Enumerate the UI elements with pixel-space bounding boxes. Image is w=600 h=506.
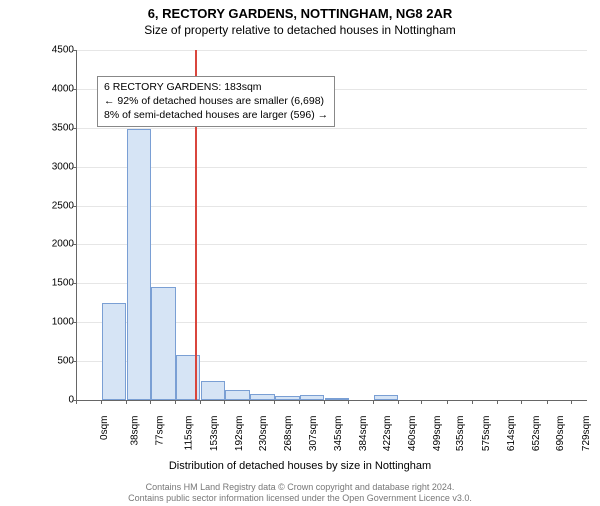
x-tick-mark <box>571 400 572 404</box>
grid-line <box>77 206 587 207</box>
x-tick-mark <box>76 400 77 404</box>
x-tick-mark <box>249 400 250 404</box>
y-tick-label: 500 <box>34 356 74 367</box>
x-tick-mark <box>324 400 325 404</box>
x-tick-mark <box>373 400 374 404</box>
x-tick-label: 38sqm <box>129 416 140 446</box>
x-tick-mark <box>497 400 498 404</box>
x-tick-mark <box>299 400 300 404</box>
x-tick-label: 268sqm <box>283 416 294 452</box>
x-tick-mark <box>398 400 399 404</box>
x-tick-label: 499sqm <box>432 416 443 452</box>
annotation-line: 8% of semi-detached houses are larger (5… <box>104 108 328 122</box>
x-tick-label: 307sqm <box>308 416 319 452</box>
page-title: 6, RECTORY GARDENS, NOTTINGHAM, NG8 2AR <box>0 6 600 21</box>
x-tick-label: 729sqm <box>581 416 592 452</box>
histogram-bar <box>325 398 350 400</box>
x-tick-mark <box>421 400 422 404</box>
grid-line <box>77 283 587 284</box>
x-tick-label: 460sqm <box>407 416 418 452</box>
grid-line <box>77 167 587 168</box>
y-tick-label: 0 <box>34 395 74 406</box>
footer-line: Contains public sector information licen… <box>0 493 600 504</box>
grid-line <box>77 50 587 51</box>
x-tick-label: 0sqm <box>99 416 110 440</box>
x-tick-label: 535sqm <box>455 416 466 452</box>
footer-line: Contains HM Land Registry data © Crown c… <box>0 482 600 493</box>
y-tick-label: 3500 <box>34 122 74 133</box>
x-tick-mark <box>200 400 201 404</box>
x-tick-mark <box>521 400 522 404</box>
x-tick-label: 384sqm <box>358 416 369 452</box>
x-tick-label: 115sqm <box>184 416 195 451</box>
histogram-bar <box>127 129 152 400</box>
chart-container: Number of detached properties 0500100015… <box>50 50 590 430</box>
x-axis-label: Distribution of detached houses by size … <box>0 460 600 472</box>
x-tick-label: 153sqm <box>209 416 220 452</box>
x-tick-label: 614sqm <box>506 416 517 452</box>
x-tick-mark <box>150 400 151 404</box>
plot-area: 6 RECTORY GARDENS: 183sqm ← 92% of detac… <box>76 50 587 401</box>
grid-line <box>77 128 587 129</box>
y-tick-label: 1000 <box>34 317 74 328</box>
x-tick-label: 652sqm <box>531 416 542 452</box>
page-subtitle: Size of property relative to detached ho… <box>0 23 600 37</box>
x-tick-mark <box>547 400 548 404</box>
x-tick-label: 575sqm <box>481 416 492 452</box>
x-tick-mark <box>126 400 127 404</box>
y-tick-label: 2500 <box>34 200 74 211</box>
x-tick-label: 345sqm <box>333 416 344 452</box>
y-tick-label: 1500 <box>34 278 74 289</box>
x-tick-mark <box>274 400 275 404</box>
x-tick-mark <box>224 400 225 404</box>
x-tick-label: 422sqm <box>383 416 394 452</box>
y-tick-label: 4000 <box>34 83 74 94</box>
histogram-bar <box>102 303 127 400</box>
x-tick-label: 77sqm <box>154 416 165 446</box>
x-tick-mark <box>348 400 349 404</box>
x-tick-label: 192sqm <box>234 416 245 452</box>
annotation-line: ← 92% of detached houses are smaller (6,… <box>104 94 328 108</box>
histogram-bar <box>275 396 300 400</box>
histogram-bar <box>151 287 176 400</box>
x-tick-label: 690sqm <box>556 416 567 452</box>
annotation-line: 6 RECTORY GARDENS: 183sqm <box>104 80 328 94</box>
histogram-bar <box>250 394 275 400</box>
grid-line <box>77 244 587 245</box>
x-tick-mark <box>472 400 473 404</box>
y-tick-label: 3000 <box>34 161 74 172</box>
y-tick-label: 2000 <box>34 239 74 250</box>
x-tick-mark <box>101 400 102 404</box>
histogram-bar <box>201 381 226 400</box>
histogram-bar <box>300 395 325 400</box>
footer: Contains HM Land Registry data © Crown c… <box>0 482 600 504</box>
y-tick-label: 4500 <box>34 45 74 56</box>
annotation-box: 6 RECTORY GARDENS: 183sqm ← 92% of detac… <box>97 76 335 127</box>
x-tick-mark <box>447 400 448 404</box>
x-tick-mark <box>175 400 176 404</box>
x-tick-label: 230sqm <box>259 416 270 452</box>
histogram-bar <box>374 395 399 400</box>
histogram-bar <box>225 390 250 400</box>
